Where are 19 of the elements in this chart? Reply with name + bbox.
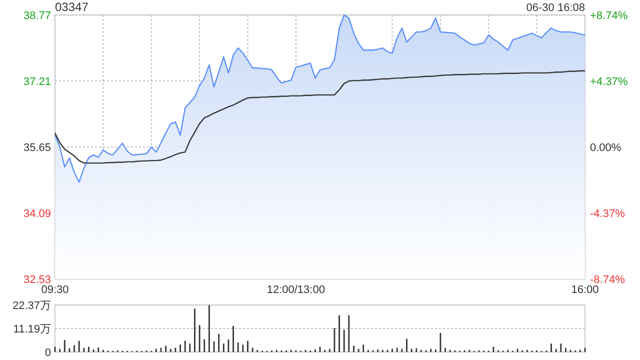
y-tick-label: 37.21 <box>23 76 51 88</box>
line-series <box>54 70 586 164</box>
x-tick-label: 12:00/13:00 <box>266 284 325 296</box>
y-tick-label: 38.77 <box>23 10 51 22</box>
x-tick-label: 16:00 <box>571 284 599 296</box>
y2-tick-label: 0.00% <box>590 142 622 154</box>
y-tick-label: 32.53 <box>23 274 51 286</box>
y-tick-label: 0 <box>44 346 51 359</box>
y-tick-label: 11.19万 <box>13 323 51 336</box>
y-tick-label: 34.09 <box>23 208 51 220</box>
y-tick-label: 22.37万 <box>12 300 51 312</box>
chart-title: 03347 <box>55 0 89 14</box>
y2-tick-label: +4.37% <box>590 76 628 88</box>
y-tick-label: 35.65 <box>23 142 51 154</box>
text: 06-30 16:08 <box>526 2 585 14</box>
x-tick-label: 09:30 <box>41 284 69 296</box>
y2-tick-label: +8.74% <box>590 10 628 22</box>
y2-tick-label: -4.37% <box>590 208 626 220</box>
y2-tick-label: -8.74% <box>590 274 626 286</box>
